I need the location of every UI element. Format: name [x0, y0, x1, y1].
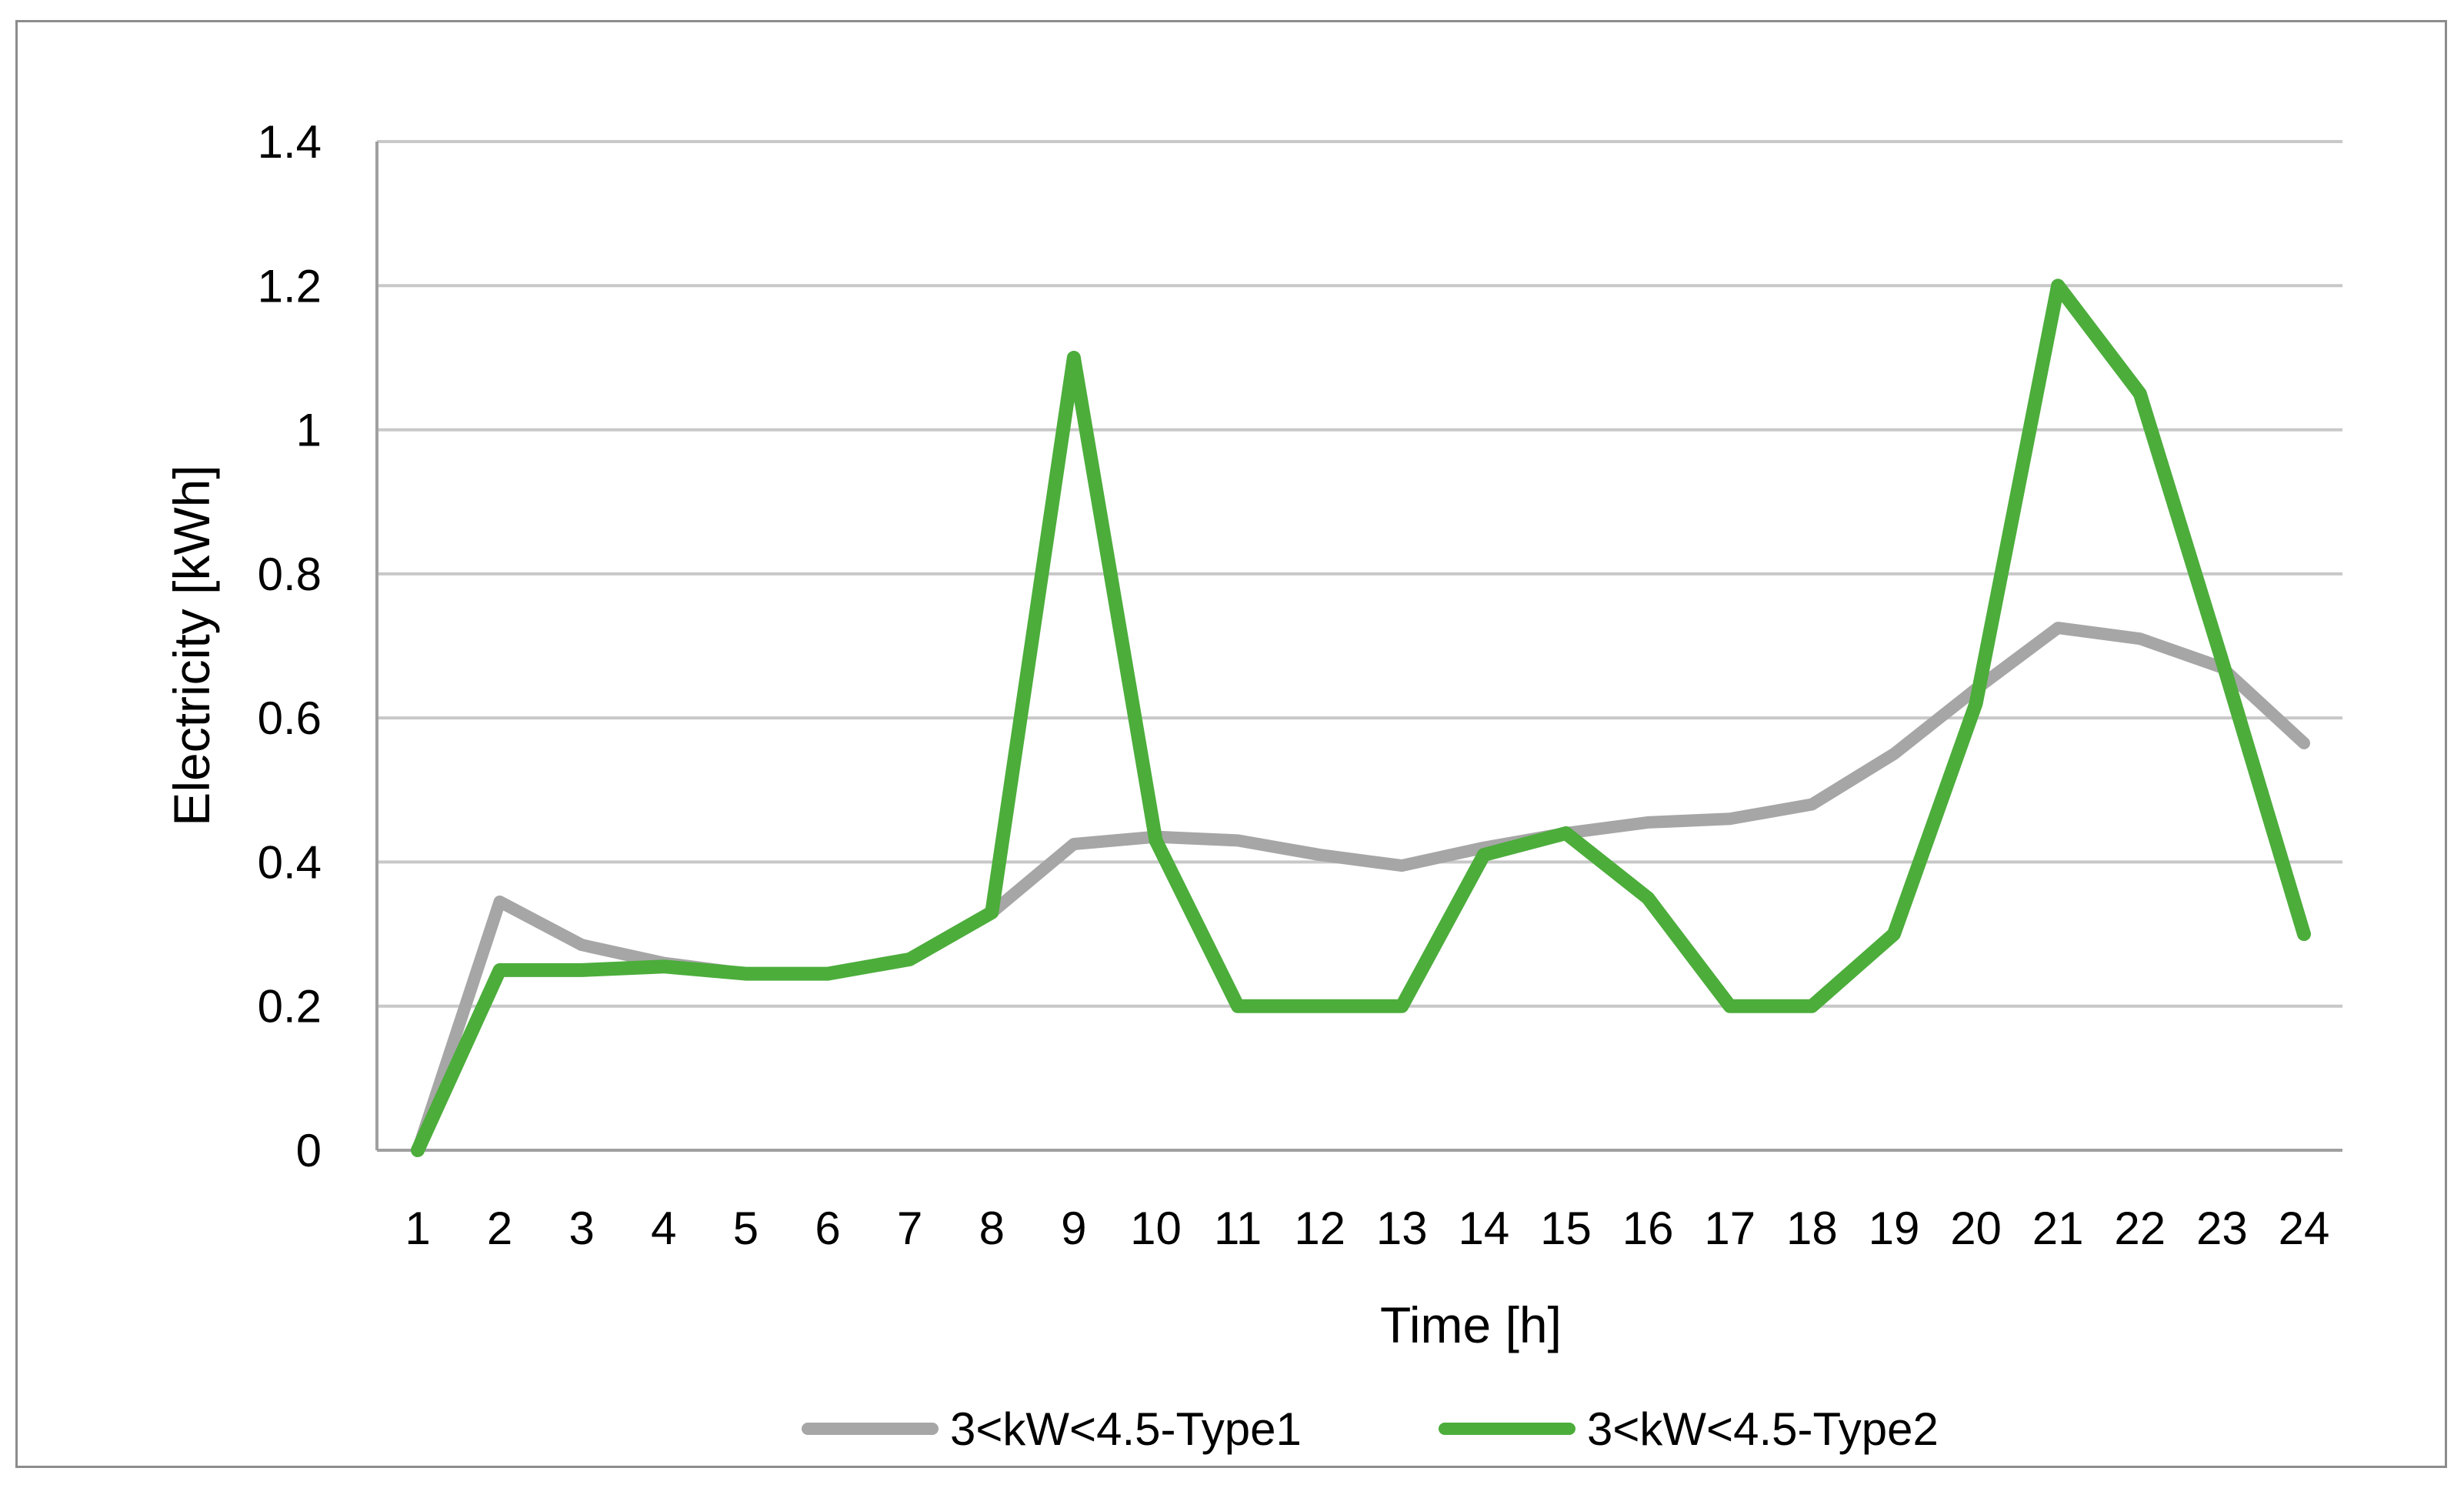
x-tick-label: 15 — [1540, 1203, 1592, 1254]
x-tick-label: 19 — [1869, 1203, 1920, 1254]
x-tick-label: 6 — [815, 1203, 840, 1254]
x-tick-label: 3 — [569, 1203, 595, 1254]
x-tick-label: 4 — [651, 1203, 676, 1254]
series-lines — [411, 279, 2311, 1157]
y-tick-label: 1 — [296, 405, 322, 456]
x-tick-label: 7 — [897, 1203, 922, 1254]
x-tick-label: 1 — [405, 1203, 430, 1254]
x-tick-label: 22 — [2114, 1203, 2166, 1254]
x-tick-labels: 1 2 3 4 5 6 7 8 9 10 11 12 13 14 15 16 17 18 19 20 21 22 23 24 — [405, 1203, 2329, 1254]
y-tick-label: 0.2 — [258, 981, 322, 1033]
x-axis-title: Time [h] — [1380, 1296, 1562, 1353]
y-tick-label: 1.4 — [258, 116, 322, 168]
series-line-1 — [412, 622, 2310, 1156]
x-tick-label: 11 — [1214, 1203, 1262, 1254]
y-tick-labels: 0 0.2 0.4 0.6 0.8 1 1.2 1.4 — [258, 116, 322, 1176]
y-tick-label: 0.6 — [258, 692, 322, 744]
y-tick-label: 1.2 — [258, 260, 322, 312]
gridlines — [377, 140, 2342, 1008]
x-tick-label: 20 — [1950, 1203, 2002, 1254]
legend-label: 3<kW<4.5-Type1 — [950, 1403, 1302, 1455]
x-tick-label: 5 — [733, 1203, 759, 1254]
series-line-2 — [411, 279, 2311, 1157]
x-tick-label: 21 — [2032, 1203, 2084, 1254]
x-tick-label: 13 — [1376, 1203, 1428, 1254]
x-tick-label: 14 — [1459, 1203, 1510, 1254]
x-tick-label: 18 — [1786, 1203, 1838, 1254]
x-tick-label: 8 — [979, 1203, 1005, 1254]
axes — [375, 142, 2342, 1152]
x-tick-label: 12 — [1294, 1203, 1345, 1254]
y-tick-label: 0.4 — [258, 836, 322, 888]
chart-frame — [15, 20, 2447, 1468]
legend: 3<kW<4.5-Type1 3<kW<4.5-Type2 — [802, 1403, 1939, 1455]
x-tick-label: 23 — [2196, 1203, 2248, 1254]
x-tick-label: 9 — [1061, 1203, 1086, 1254]
x-tick-label: 16 — [1622, 1203, 1674, 1254]
y-tick-label: 0 — [296, 1125, 322, 1176]
x-tick-label: 2 — [487, 1203, 512, 1254]
legend-label: 3<kW<4.5-Type2 — [1587, 1403, 1939, 1455]
y-axis-title: Electricity [kWh] — [163, 465, 220, 826]
x-tick-label: 10 — [1130, 1203, 1182, 1254]
x-tick-label: 24 — [2279, 1203, 2330, 1254]
y-tick-label: 0.8 — [258, 549, 322, 600]
x-tick-label: 17 — [1704, 1203, 1755, 1254]
